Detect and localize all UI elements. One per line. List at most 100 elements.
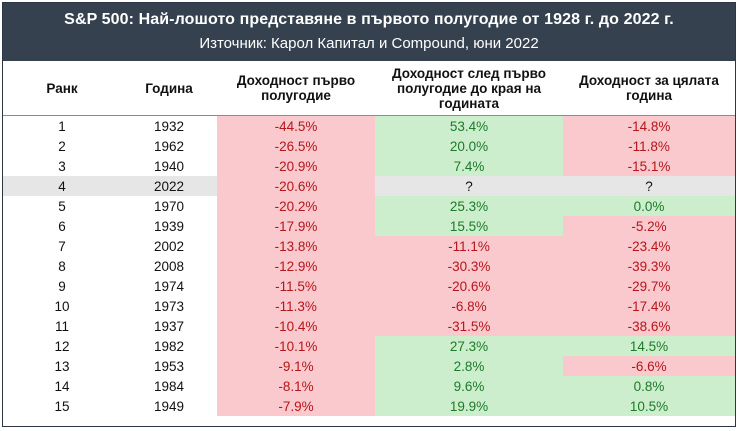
cell-h2-return: -11.1% (375, 236, 563, 256)
cell-h2-return: 2.8% (375, 356, 563, 376)
cell-year: 1973 (153, 298, 185, 314)
cell-rank: 13 (54, 358, 70, 374)
cell-full-year-return: 0.0% (563, 196, 735, 216)
cell-h2-return: 7.4% (375, 156, 563, 176)
column-header-h2-return: Доходност след първо полугодие до края н… (392, 65, 546, 111)
cell-year: 1939 (153, 218, 185, 234)
cell-h2-return: 53.4% (375, 116, 563, 136)
cell-rank: 14 (54, 378, 70, 394)
cell-h2-return: 9.6% (375, 376, 563, 396)
cell-rank: 11 (54, 318, 69, 334)
table-row: 9 1974 -11.5% -20.6% -29.7% (3, 276, 735, 296)
cell-year: 1982 (153, 338, 185, 354)
cell-year: 2022 (153, 178, 185, 194)
cell-full-year-return: ? (563, 176, 735, 196)
cell-h1-return: -26.5% (217, 136, 375, 156)
cell-year: 1940 (153, 158, 185, 174)
cell-rank: 4 (58, 178, 66, 194)
table-row: 1 1932 -44.5% 53.4% -14.8% (3, 116, 735, 136)
cell-full-year-return: -38.6% (563, 316, 735, 336)
cell-h2-return: 25.3% (375, 196, 563, 216)
cell-full-year-return: -29.7% (563, 276, 735, 296)
table-row: 4 2022 -20.6%?? (3, 176, 735, 196)
cell-h1-return: -11.5% (217, 276, 375, 296)
column-headers: Ранк Година Доходност първо полугодие До… (3, 61, 735, 116)
cell-h2-return: -31.5% (375, 316, 563, 336)
cell-h1-return: -8.1% (217, 376, 375, 396)
table-title: S&P 500: Най-лошото представяне в първот… (64, 11, 674, 28)
cell-rank: 6 (58, 218, 66, 234)
table-row: 14 1984 -8.1% 9.6% 0.8% (3, 376, 735, 396)
cell-h2-return: 20.0% (375, 136, 563, 156)
cell-year: 2008 (153, 258, 185, 274)
cell-full-year-return: 0.8% (563, 376, 735, 396)
table-row: 10 1973 -11.3% -6.8% -17.4% (3, 296, 735, 316)
cell-year: 1970 (153, 198, 185, 214)
column-header-h1-return: Доходност първо полугодие (236, 73, 356, 103)
cell-full-year-return: -5.2% (563, 216, 735, 236)
cell-rank: 2 (58, 138, 66, 154)
cell-full-year-return: -11.8% (563, 136, 735, 156)
cell-year: 1949 (153, 398, 185, 414)
table-frame: S&P 500: Най-лошото представяне в първот… (2, 2, 736, 427)
cell-h1-return: -9.1% (217, 356, 375, 376)
cell-year: 1984 (153, 378, 185, 394)
cell-h1-return: -10.1% (217, 336, 375, 356)
cell-year: 1937 (153, 318, 185, 334)
cell-h2-return: -20.6% (375, 276, 563, 296)
table-row: 3 1940 -20.9% 7.4% -15.1% (3, 156, 735, 176)
cell-full-year-return: 10.5% (563, 396, 735, 416)
cell-rank: 5 (58, 198, 66, 214)
cell-year: 2002 (153, 238, 185, 254)
table-row: 5 1970 -20.2% 25.3% 0.0% (3, 196, 735, 216)
cell-h1-return: -12.9% (217, 256, 375, 276)
table-row: 11 1937 -10.4% -31.5% -38.6% (3, 316, 735, 336)
cell-h1-return: -11.3% (217, 296, 375, 316)
cell-rank: 7 (58, 238, 66, 254)
cell-year: 1974 (153, 278, 185, 294)
table-row: 7 2002 -13.8% -11.1% -23.4% (3, 236, 735, 256)
cell-year: 1962 (153, 138, 185, 154)
cell-h2-return: 15.5% (375, 216, 563, 236)
cell-h2-return: 27.3% (375, 336, 563, 356)
cell-rank: 8 (58, 258, 66, 274)
cell-full-year-return: -14.8% (563, 116, 735, 136)
cell-year: 1932 (153, 118, 185, 134)
cell-rank: 1 (58, 118, 66, 134)
table-header-banner: S&P 500: Най-лошото представяне в първот… (3, 3, 735, 61)
table-row: 12 1982 -10.1% 27.3% 14.5% (3, 336, 735, 356)
cell-h1-return: -20.6% (217, 176, 375, 196)
cell-h1-return: -10.4% (217, 316, 375, 336)
cell-rank: 12 (54, 338, 70, 354)
cell-h1-return: -20.2% (217, 196, 375, 216)
cell-full-year-return: -6.6% (563, 356, 735, 376)
cell-h1-return: -17.9% (217, 216, 375, 236)
cell-h2-return: -30.3% (375, 256, 563, 276)
cell-h2-return: -6.8% (375, 296, 563, 316)
cell-full-year-return: 14.5% (563, 336, 735, 356)
table-row: 15 1949 -7.9% 19.9% 10.5% (3, 396, 735, 416)
column-header-full-year-return: Доходност за цялата година (579, 73, 719, 103)
cell-full-year-return: -23.4% (563, 236, 735, 256)
cell-rank: 10 (54, 298, 70, 314)
cell-full-year-return: -15.1% (563, 156, 735, 176)
cell-h2-return: 19.9% (375, 396, 563, 416)
cell-year: 1953 (153, 358, 185, 374)
table-row: 13 1953 -9.1% 2.8% -6.6% (3, 356, 735, 376)
column-header-year: Година (145, 80, 193, 96)
cell-rank: 9 (58, 278, 66, 294)
cell-h1-return: -7.9% (217, 396, 375, 416)
table-row: 8 2008 -12.9% -30.3% -39.3% (3, 256, 735, 276)
table-row: 2 1962 -26.5% 20.0% -11.8% (3, 136, 735, 156)
cell-h1-return: -44.5% (217, 116, 375, 136)
cell-full-year-return: -39.3% (563, 256, 735, 276)
column-header-rank: Ранк (46, 80, 78, 96)
cell-h1-return: -20.9% (217, 156, 375, 176)
table-source: Източник: Карол Капитал и Compound, юни … (199, 35, 539, 52)
table-row: 6 1939 -17.9% 15.5% -5.2% (3, 216, 735, 236)
cell-h2-return: ? (375, 176, 563, 196)
cell-rank: 3 (58, 158, 66, 174)
cell-full-year-return: -17.4% (563, 296, 735, 316)
cell-rank: 15 (54, 398, 70, 414)
cell-h1-return: -13.8% (217, 236, 375, 256)
